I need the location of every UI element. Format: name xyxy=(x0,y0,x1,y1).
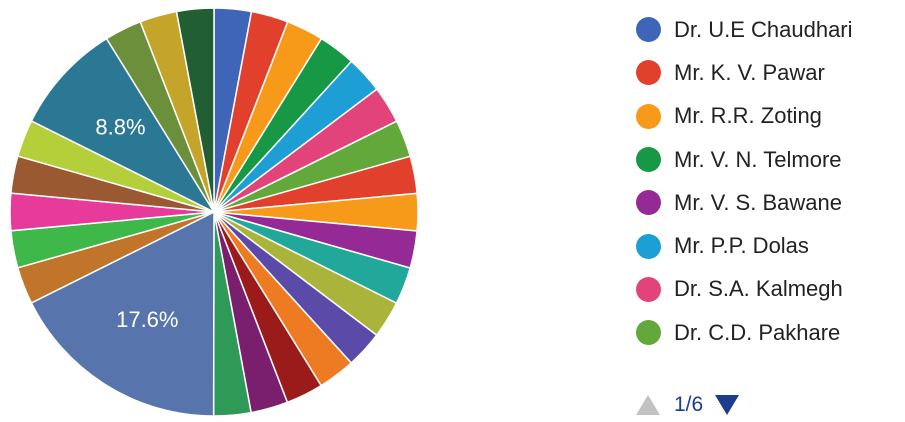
pie-chart: 17.6% 8.8% xyxy=(9,7,419,417)
legend-pager: 1/6 xyxy=(636,393,740,417)
pie-slice[interactable] xyxy=(175,7,215,213)
legend-label: Mr. V. N. Telmore xyxy=(674,146,842,172)
legend-swatch xyxy=(636,17,661,43)
pie-slice[interactable] xyxy=(30,210,215,417)
legend-swatch xyxy=(636,190,661,216)
legend-swatch xyxy=(636,60,661,86)
legend-label: Dr. C.D. Pakhare xyxy=(674,319,841,345)
slice-label: 17.6% xyxy=(116,307,178,332)
legend-label: Dr. U.E Chaudhari xyxy=(674,16,853,42)
legend-item[interactable]: Mr. K. V. Pawar xyxy=(636,51,853,94)
legend-label: Mr. R.R. Zoting xyxy=(674,103,822,129)
legend-swatch xyxy=(636,103,661,129)
legend-swatch xyxy=(636,233,661,259)
legend-item[interactable]: Mr. V. S. Bawane xyxy=(636,181,853,224)
legend-label: Mr. K. V. Pawar xyxy=(674,59,825,85)
legend-item[interactable]: Mr. V. N. Telmore xyxy=(636,138,853,181)
legend-item[interactable]: Dr. U.E Chaudhari xyxy=(636,8,853,51)
legend-label: Mr. P.P. Dolas xyxy=(674,233,809,259)
legend-swatch xyxy=(636,147,661,173)
pie-slice[interactable] xyxy=(30,37,217,214)
slice-label: 8.8% xyxy=(95,114,145,139)
page-indicator: 1/6 xyxy=(674,393,704,416)
legend-item[interactable]: Mr. P.P. Dolas xyxy=(636,224,853,267)
legend-label: Dr. S.A. Kalmegh xyxy=(674,276,843,302)
legend-item[interactable]: Mr. R.R. Zoting xyxy=(636,95,853,138)
legend-label: Mr. V. S. Bawane xyxy=(674,189,842,215)
legend-item[interactable]: Dr. S.A. Kalmegh xyxy=(636,268,853,311)
page-up-icon[interactable] xyxy=(636,395,660,415)
legend: Dr. U.E Chaudhari Mr. K. V. Pawar Mr. R.… xyxy=(636,8,853,354)
page-down-icon[interactable] xyxy=(715,395,740,415)
legend-swatch xyxy=(636,276,661,302)
legend-item[interactable]: Dr. C.D. Pakhare xyxy=(636,311,853,354)
legend-swatch xyxy=(636,320,661,346)
